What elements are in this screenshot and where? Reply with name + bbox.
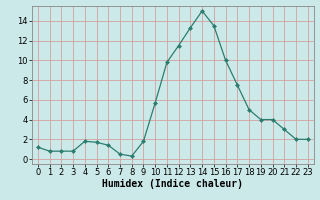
X-axis label: Humidex (Indice chaleur): Humidex (Indice chaleur) xyxy=(102,179,243,189)
